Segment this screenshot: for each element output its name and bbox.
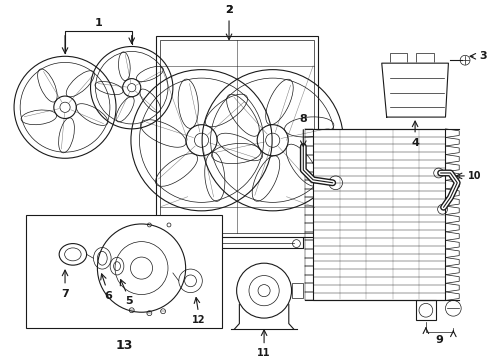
Bar bbox=[390, 53, 407, 65]
Bar bbox=[26, 215, 222, 328]
Text: 9: 9 bbox=[436, 335, 443, 345]
Text: 4: 4 bbox=[411, 138, 419, 148]
Bar bbox=[416, 53, 434, 65]
Bar bbox=[416, 301, 436, 320]
Text: 8: 8 bbox=[299, 114, 307, 124]
Text: 12: 12 bbox=[192, 315, 205, 325]
Text: 13: 13 bbox=[115, 339, 133, 352]
Text: 10: 10 bbox=[468, 171, 482, 181]
Text: 1: 1 bbox=[95, 18, 102, 28]
Text: 11: 11 bbox=[257, 348, 271, 359]
Circle shape bbox=[237, 263, 292, 318]
Bar bbox=[292, 283, 303, 298]
Bar bbox=[313, 129, 445, 301]
Text: 2: 2 bbox=[225, 5, 233, 15]
Bar bbox=[160, 40, 314, 233]
Text: 3: 3 bbox=[479, 51, 487, 61]
Text: 7: 7 bbox=[61, 289, 69, 298]
Text: 6: 6 bbox=[104, 291, 112, 301]
Text: 5: 5 bbox=[125, 296, 133, 306]
Bar bbox=[156, 36, 318, 237]
Text: 2: 2 bbox=[225, 5, 233, 15]
Polygon shape bbox=[382, 63, 448, 117]
